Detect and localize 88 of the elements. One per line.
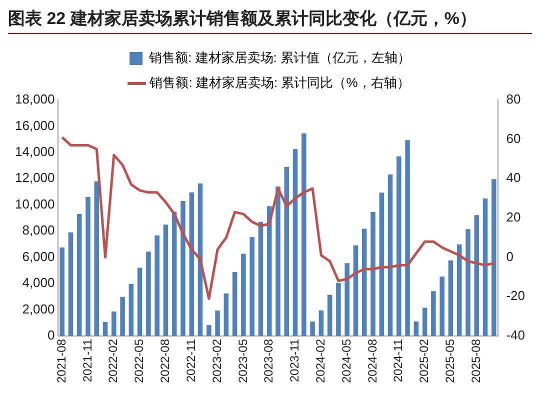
bar <box>180 200 186 336</box>
bar <box>154 236 160 336</box>
bar <box>163 224 168 336</box>
bar <box>284 166 289 336</box>
bar <box>396 156 402 336</box>
y-tick-label: 4,000 <box>22 275 55 290</box>
x-tick-label: 2023-11 <box>288 338 302 382</box>
bar <box>353 245 358 336</box>
x-tick-label: 2024-08 <box>365 338 380 384</box>
bar <box>414 321 419 336</box>
bar <box>86 197 90 336</box>
bar <box>224 293 229 336</box>
x-tick-label: 2025-08 <box>468 338 483 384</box>
bar <box>276 186 280 336</box>
legend-label: 销售额: 建材家居卖场: 累计同比（%，右轴） <box>148 75 410 90</box>
y2-tick-label: -40 <box>506 328 526 343</box>
bar <box>456 244 462 336</box>
x-tick-label: 2023-02 <box>210 338 224 384</box>
bar <box>146 252 151 336</box>
bar <box>448 260 454 336</box>
bar <box>370 212 376 336</box>
bar <box>189 192 194 336</box>
bar <box>198 184 203 336</box>
x-tick-label: 2022-05 <box>132 338 146 384</box>
bar <box>68 232 74 336</box>
x-tick-label: 2021-11 <box>80 338 94 382</box>
bar <box>327 294 332 336</box>
bar <box>266 206 272 336</box>
legend-label: 销售额: 建材家居卖场: 累计值（亿元，左轴） <box>148 50 410 66</box>
bar <box>76 214 82 336</box>
y-tick-label: 8,000 <box>22 222 55 238</box>
y-tick-label: 6,000 <box>22 248 55 264</box>
x-tick-label: 2021-08 <box>54 338 68 384</box>
bar <box>474 215 479 336</box>
y-tick-label: 18,000 <box>14 92 55 107</box>
x-tick-label: 2022-08 <box>158 338 172 384</box>
y2-tick-label: 20 <box>506 210 521 225</box>
bar <box>250 237 254 336</box>
y-tick-label: 2,000 <box>22 301 55 316</box>
bar <box>318 310 324 336</box>
x-tick-label: 2023-05 <box>236 338 250 384</box>
x-tick-label: 2024-02 <box>313 338 328 384</box>
bar <box>137 268 142 336</box>
bar <box>440 276 444 336</box>
y-tick-label: 10,000 <box>14 196 55 212</box>
bar <box>492 179 496 336</box>
bar <box>102 322 108 336</box>
y2-tick-label: 40 <box>506 170 521 186</box>
bar <box>310 322 315 336</box>
bar <box>388 174 393 336</box>
x-tick-label: 2022-11 <box>184 338 198 382</box>
x-tick-label: 2024-11 <box>391 338 406 382</box>
y2-tick-label: 0 <box>506 248 514 264</box>
x-tick-label: 2025-05 <box>443 338 458 384</box>
bar <box>128 284 134 336</box>
x-tick-label: 2022-02 <box>106 338 120 384</box>
bar <box>258 222 264 336</box>
y2-tick-label: 60 <box>506 130 521 146</box>
y2-tick-label: 80 <box>506 92 521 107</box>
y-tick-label: 12,000 <box>14 170 55 186</box>
bar <box>241 254 246 336</box>
bar <box>344 263 350 336</box>
bar <box>206 325 212 336</box>
bar <box>405 140 410 336</box>
bar <box>232 272 238 336</box>
bar <box>112 311 116 336</box>
bar <box>215 310 220 336</box>
bar <box>94 181 99 336</box>
y2-tick-label: -20 <box>506 288 526 304</box>
x-tick-label: 2024-05 <box>339 338 354 384</box>
bar <box>120 296 125 336</box>
bar <box>466 229 470 336</box>
bar <box>292 149 298 336</box>
bar <box>482 198 488 336</box>
x-tick-label: 2025-02 <box>417 338 432 384</box>
y-tick-label: 14,000 <box>14 144 55 160</box>
bar <box>60 247 64 336</box>
bar <box>431 291 436 336</box>
bar <box>172 212 177 336</box>
bar <box>302 133 306 336</box>
bar <box>362 228 367 336</box>
bar <box>379 192 384 336</box>
y-tick-label: 0 <box>48 328 55 343</box>
bar <box>422 308 428 336</box>
chart-title: 图表 22 建材家居卖场累计销售额及累计同比变化（亿元，%） <box>8 8 532 34</box>
x-tick-label: 2023-08 <box>262 338 276 384</box>
y-tick-label: 16,000 <box>14 118 55 133</box>
bar <box>336 282 341 336</box>
